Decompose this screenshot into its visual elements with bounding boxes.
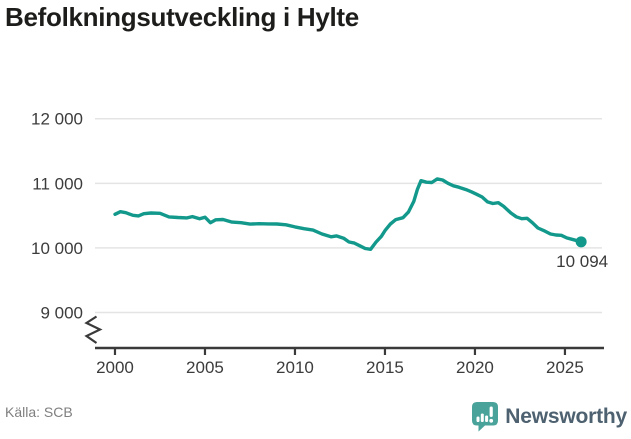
exclamation-stem	[489, 406, 494, 417]
svg-text:2025: 2025	[546, 358, 584, 377]
axis-break-icon	[84, 315, 103, 344]
y-axis-labels: 9 000 10 000 11 000 12 000	[31, 110, 83, 323]
svg-text:11 000: 11 000	[32, 174, 83, 193]
population-line	[113, 177, 583, 251]
svg-text:2005: 2005	[186, 358, 224, 377]
svg-text:2015: 2015	[366, 358, 404, 377]
bar-2	[481, 413, 485, 422]
svg-text:12 000: 12 000	[31, 110, 83, 129]
chart-title: Befolkningsutveckling i Hylte	[5, 2, 359, 32]
newsworthy-wordmark: Newsworthy	[505, 405, 627, 428]
source-label: Källa: SCB	[5, 404, 73, 420]
bar-3	[485, 415, 489, 422]
svg-text:2010: 2010	[276, 358, 314, 377]
svg-text:10 094: 10 094	[556, 252, 608, 271]
newsworthy-bubble-chart-icon	[472, 402, 499, 432]
end-point-label: 10 094	[556, 252, 608, 271]
y-gridlines	[95, 117, 602, 314]
x-axis	[95, 346, 604, 355]
end-point-marker	[575, 236, 587, 248]
newsworthy-logo: Newsworthy	[472, 402, 627, 432]
speech-bubble-shape	[472, 402, 499, 432]
bar-1	[476, 416, 480, 422]
svg-text:9 000: 9 000	[40, 303, 83, 322]
svg-text:2020: 2020	[456, 358, 494, 377]
svg-text:10 000: 10 000	[31, 239, 83, 258]
x-axis-labels: 2000 2005 2010 2015 2020 2025	[96, 358, 584, 377]
exclamation-dot	[489, 418, 494, 423]
svg-text:2000: 2000	[96, 358, 134, 377]
